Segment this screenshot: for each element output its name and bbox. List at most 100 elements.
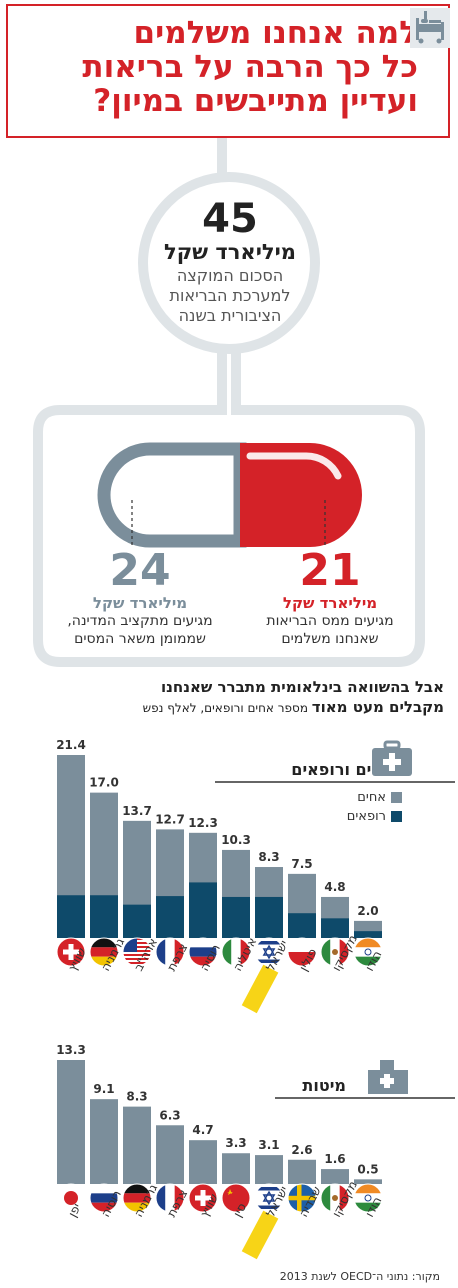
value-label: 8.3 (258, 850, 279, 864)
country-label: סין (230, 1201, 249, 1220)
flag-mexico-icon (320, 1183, 350, 1213)
bar-doctors-france (156, 896, 184, 938)
value-label: 17.0 (89, 776, 119, 790)
country-label: יפן (65, 1201, 84, 1219)
flag-switzerland-icon (188, 1183, 218, 1213)
state-share: 24 מיליארד שקל מגיעים מתקציב המדינה, שממ… (30, 548, 250, 648)
chart-staff: 21.4שוויץ17.0גרמניה13.7ארה"ב12.7צרפת12.3… (56, 738, 384, 1014)
budget-total-desc: הסכום המוקצה למערכת הבריאות הציבורית בשנ… (130, 266, 330, 326)
state-share-unit: מיליארד שקל (92, 594, 188, 612)
flag-sweden-icon (287, 1183, 317, 1213)
value-label: 13.7 (122, 804, 152, 818)
budget-total-value: 45 (202, 196, 258, 242)
flag-israel-icon (254, 1183, 284, 1213)
bar-russia (90, 1099, 118, 1184)
flag-india-icon (353, 1183, 383, 1213)
highlight-marker (241, 964, 279, 1014)
legend-nurses: אחים (357, 790, 402, 805)
flag-germany-icon (89, 937, 119, 967)
desc-line: הסכום המוקצה (176, 266, 284, 285)
desc-line: למערכת הבריאות (169, 286, 291, 305)
value-label: 2.0 (357, 904, 378, 918)
value-label: 4.8 (324, 880, 345, 894)
desc-line: מגיעים מתקציב המדינה, (67, 613, 213, 629)
value-label: 13.3 (56, 1043, 86, 1057)
flag-russia-icon (89, 1183, 119, 1213)
desc-line: שאנחנו משלמים (281, 631, 379, 647)
chart-staff-title-rule (215, 781, 455, 783)
budget-frame (33, 138, 425, 667)
title-line-2: כל כך הרבה על בריאות (82, 49, 418, 85)
flag-china-icon (221, 1183, 251, 1213)
legend-nurses-swatch (391, 792, 402, 803)
source-note: מקור: נתוני ה־OECD לשנת 2013 (279, 1270, 440, 1283)
bar-france (156, 1125, 184, 1184)
pill-state-half (97, 442, 247, 548)
legend-doctors-label: רופאים (346, 809, 386, 824)
desc-line: שממומן משאר המסים (74, 631, 206, 647)
highlight-marker (241, 1210, 279, 1260)
value-label: 1.6 (324, 1152, 345, 1166)
flag-france-icon (155, 937, 185, 967)
value-label: 9.1 (93, 1082, 114, 1096)
bar-doctors-russia (189, 882, 217, 938)
flag-switzerland-icon (56, 937, 86, 967)
title-line-3: ועדיין מתייבשים במיון? (93, 83, 418, 119)
flag-mexico-icon (320, 937, 350, 967)
budget-total-unit: מיליארד שקל (164, 240, 296, 264)
budget-total: 45 מיליארד שקל הסכום המוקצה למערכת הבריא… (130, 198, 330, 326)
value-label: 4.7 (192, 1123, 213, 1137)
bar-germany (123, 1106, 151, 1184)
chart-beds-title: מיטות (302, 1076, 346, 1095)
flag-france-icon (155, 1183, 185, 1213)
value-label: 8.3 (126, 1090, 147, 1104)
state-share-value: 24 (109, 545, 171, 596)
header-box (6, 4, 450, 138)
tax-share-desc: מגיעים ממס הבריאות שאנחנו משלמים (250, 612, 410, 648)
medical-kit-icon (370, 740, 414, 778)
tax-share-unit: מיליארד שקל (282, 594, 378, 612)
legend-doctors-swatch (391, 811, 402, 822)
pill (97, 442, 362, 548)
bar-doctors-poland (288, 913, 316, 938)
value-label: 12.3 (188, 816, 218, 830)
state-share-desc: מגיעים מתקציב המדינה, שממומן משאר המסים (30, 612, 250, 648)
chart-beds-title-rule (275, 1097, 455, 1099)
bar-doctors-germany (90, 895, 118, 938)
comparison-bold: מקבלים מעט מאוד (311, 698, 444, 716)
bar-china (222, 1153, 250, 1184)
value-label: 3.1 (258, 1138, 279, 1152)
hospital-icon (366, 1058, 410, 1096)
flag-russia-icon (188, 937, 218, 967)
value-label: 21.4 (56, 738, 86, 752)
legend-nurses-label: אחים (357, 790, 386, 805)
comparison-small: מספר אחים ורופאים, לאלף נפש (142, 701, 312, 715)
bar-doctors-italy (222, 896, 250, 938)
desc-line: מגיעים ממס הבריאות (266, 613, 394, 629)
flag-japan-icon (56, 1183, 86, 1213)
value-label: 7.5 (291, 857, 312, 871)
flag-germany-icon (122, 1183, 152, 1213)
comparison-subheading: מקבלים מעט מאוד מספר אחים ורופאים, לאלף … (4, 697, 444, 716)
legend-doctors: רופאים (347, 809, 402, 824)
desc-line: הציבורית בשנה (178, 306, 282, 325)
bar-doctors-switzerland (57, 895, 85, 938)
flag-usa-icon (122, 937, 152, 967)
tax-share-value: 21 (299, 545, 361, 596)
flag-india-icon (353, 937, 383, 967)
value-label: 3.3 (225, 1136, 246, 1150)
value-label: 12.7 (155, 812, 185, 826)
comparison-heading: אבל בהשוואה בינלאומית מתברר שאנחנו (160, 678, 444, 696)
bar-mexico (321, 1169, 349, 1184)
tax-share: 21 מיליארד שקל מגיעים ממס הבריאות שאנחנו… (250, 548, 410, 648)
value-label: 2.6 (291, 1143, 312, 1157)
bar-doctors-israel (255, 896, 283, 938)
flag-poland-icon (287, 937, 317, 967)
value-label: 6.3 (159, 1108, 180, 1122)
page-title: למה אנחנו משלמים כל כך הרבה על בריאות וע… (38, 16, 418, 118)
bar-doctors-mexico (321, 918, 349, 938)
chart-staff-title: אחים ורופאים (291, 760, 394, 779)
title-line-1: למה אנחנו משלמים (133, 15, 418, 51)
bar-india (354, 1179, 382, 1184)
bar-japan (57, 1060, 85, 1184)
